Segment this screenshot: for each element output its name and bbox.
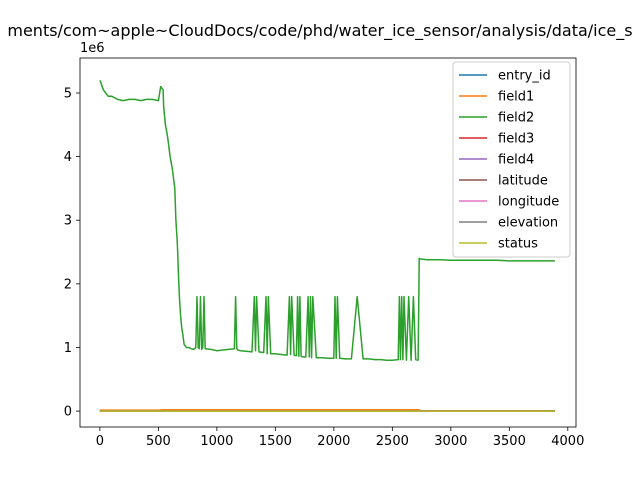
y-tick-label: 0 (64, 405, 72, 420)
legend: entry_id field1 field2 field3 field4 latitude… (452, 61, 571, 258)
legend-label: latitude (498, 174, 548, 189)
y-offset-text: 1e6 (80, 41, 105, 56)
x-tick-label: 500 (146, 434, 171, 449)
y-tick-label: 3 (64, 214, 72, 229)
legend-box (452, 61, 571, 258)
x-tick-label: 3500 (493, 434, 526, 449)
legend-label: longitude (498, 195, 559, 210)
y-tick-label: 1 (64, 341, 72, 356)
y-tick-label: 2 (64, 277, 72, 292)
x-tick-label: 1500 (259, 434, 292, 449)
x-tick-label: 2500 (376, 434, 409, 449)
legend-label: field4 (498, 153, 534, 168)
x-tick-label: 4000 (551, 434, 584, 449)
chart-title: ments/com~apple~CloudDocs/code/phd/water… (7, 21, 632, 41)
legend-label: field3 (498, 132, 534, 147)
legend-label: status (498, 237, 538, 252)
legend-label: entry_id (498, 69, 551, 84)
plot-area (99, 80, 555, 412)
y-tick-label: 5 (64, 86, 72, 101)
axes-frame (79, 57, 577, 428)
legend-label: elevation (498, 216, 558, 231)
series-line-field2 (99, 80, 555, 361)
x-tick-label: 0 (96, 434, 104, 449)
legend-label: field1 (498, 90, 534, 105)
legend-label: field2 (498, 111, 534, 126)
x-tick-label: 1000 (200, 434, 233, 449)
x-tick-label: 2000 (317, 434, 350, 449)
x-tick-label: 3000 (434, 434, 467, 449)
series-lines (99, 80, 555, 412)
y-tick-label: 4 (64, 150, 72, 165)
axes: 0 500 1000 1500 2000 2500 3000 3500 4000 0 1 2 3 4 5 (64, 57, 584, 449)
